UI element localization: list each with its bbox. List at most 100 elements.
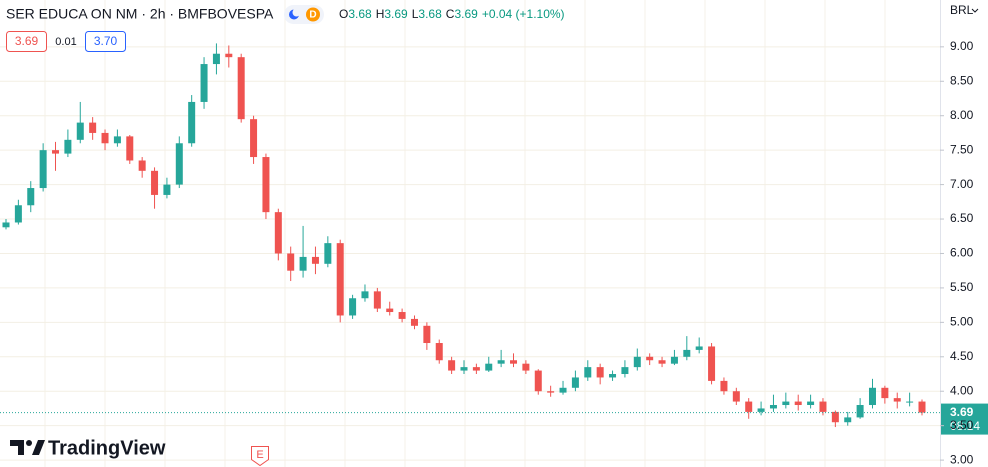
candle-body	[571, 377, 579, 388]
candle-body	[324, 243, 332, 264]
candle-body	[621, 367, 629, 375]
candle-body	[39, 150, 47, 189]
logo-mark	[10, 440, 24, 455]
candle-body	[745, 401, 753, 412]
candle-body	[212, 53, 220, 65]
ohlc-label: O	[339, 7, 348, 21]
last-price-label: 3.69	[950, 405, 974, 419]
candle-body	[757, 408, 765, 412]
candle-body	[423, 325, 431, 344]
delay-badge-bg	[306, 7, 320, 22]
candle-body	[386, 308, 394, 313]
candle-body	[151, 170, 159, 195]
candle-body	[807, 401, 815, 406]
ohlc-value: 3.69	[454, 7, 478, 21]
ohlc: O3.68 H3.69 L3.68 C3.69 +0.04 (+1.10%)	[339, 7, 565, 21]
ask: 3.70	[94, 34, 118, 48]
y-tick-label: 3.00	[950, 452, 974, 466]
candle-body	[250, 119, 258, 158]
candle-body	[695, 346, 703, 350]
y-tick-label: 7.00	[950, 177, 974, 191]
candle-body	[274, 212, 282, 254]
candle-body	[720, 380, 728, 392]
candle-body	[175, 143, 183, 185]
candle-body	[708, 346, 716, 381]
change: +0.04 (+1.10%)	[482, 7, 565, 21]
candle-body	[14, 205, 22, 223]
candle-body	[188, 101, 196, 144]
candle-body	[361, 291, 369, 299]
candle-body	[485, 363, 493, 371]
candle-body	[435, 343, 443, 361]
candle-body	[856, 405, 864, 418]
candle-body	[584, 367, 592, 378]
currency-chevron[interactable]	[971, 8, 979, 13]
candle-body	[410, 318, 418, 326]
candle-body	[844, 417, 852, 423]
event-marker-bg[interactable]	[251, 446, 269, 467]
candle-body	[658, 360, 666, 364]
candle-body	[609, 374, 617, 378]
y-tick-label: 6.00	[950, 246, 974, 260]
candle-body	[2, 222, 10, 228]
candle-body	[101, 132, 109, 144]
logo: TradingView	[10, 437, 166, 459]
candle-body	[472, 367, 480, 371]
grid	[0, 0, 940, 467]
candle-body	[881, 387, 889, 399]
candle-body	[336, 243, 344, 316]
y-tick-label: 7.50	[950, 142, 974, 156]
candle-body	[596, 367, 604, 378]
candle-body	[893, 398, 901, 402]
bid-box	[6, 31, 47, 52]
candle-body	[906, 401, 914, 403]
y-tick-label: 9.00	[950, 39, 974, 53]
event-marker[interactable]: E	[256, 449, 263, 461]
candle-body	[398, 312, 406, 319]
candle-body	[448, 360, 456, 371]
candle-body	[126, 136, 134, 161]
currency[interactable]: BRL	[950, 3, 974, 17]
candle-body	[794, 401, 802, 406]
y-tick-label: 5.00	[950, 315, 974, 329]
candle-body	[868, 387, 876, 406]
ask-box	[85, 31, 126, 52]
y-tick-label: 3.50	[950, 418, 974, 432]
candle-body	[163, 184, 171, 195]
logo-mark	[32, 440, 45, 455]
candle-body	[646, 356, 654, 361]
y-tick-label: 5.50	[950, 280, 974, 294]
candle-body	[287, 253, 295, 271]
candle-body	[522, 363, 530, 371]
candle-body	[373, 291, 381, 309]
candle-body	[732, 391, 740, 402]
candles	[2, 43, 926, 428]
candle-body	[819, 401, 827, 412]
y-tick-label: 6.50	[950, 211, 974, 225]
logo-dot	[26, 440, 32, 446]
candle-body	[349, 298, 357, 316]
spread: 0.01	[55, 36, 76, 48]
candle-body	[113, 136, 121, 144]
candle-body	[52, 150, 60, 154]
y-tick-label: 4.00	[950, 383, 974, 397]
ohlc-value: 3.68	[348, 7, 372, 21]
candle-body	[534, 370, 542, 392]
candle-body	[64, 139, 72, 154]
y-tick-label: 4.50	[950, 349, 974, 363]
market-icon-cut	[292, 8, 301, 17]
symbol-title: SER EDUCA ON NM · 2h · BMFBOVESPA	[6, 6, 274, 22]
y-tick-label: 8.50	[950, 73, 974, 87]
ohlc-label: C	[446, 7, 455, 21]
candle-body	[311, 256, 319, 264]
ohlc-label: L	[412, 7, 419, 21]
candle-body	[769, 405, 777, 409]
candle-body	[831, 411, 839, 423]
candle-body	[497, 360, 505, 364]
candle-body	[138, 160, 146, 171]
candle-body	[683, 349, 691, 357]
ohlc-label: H	[376, 7, 385, 21]
